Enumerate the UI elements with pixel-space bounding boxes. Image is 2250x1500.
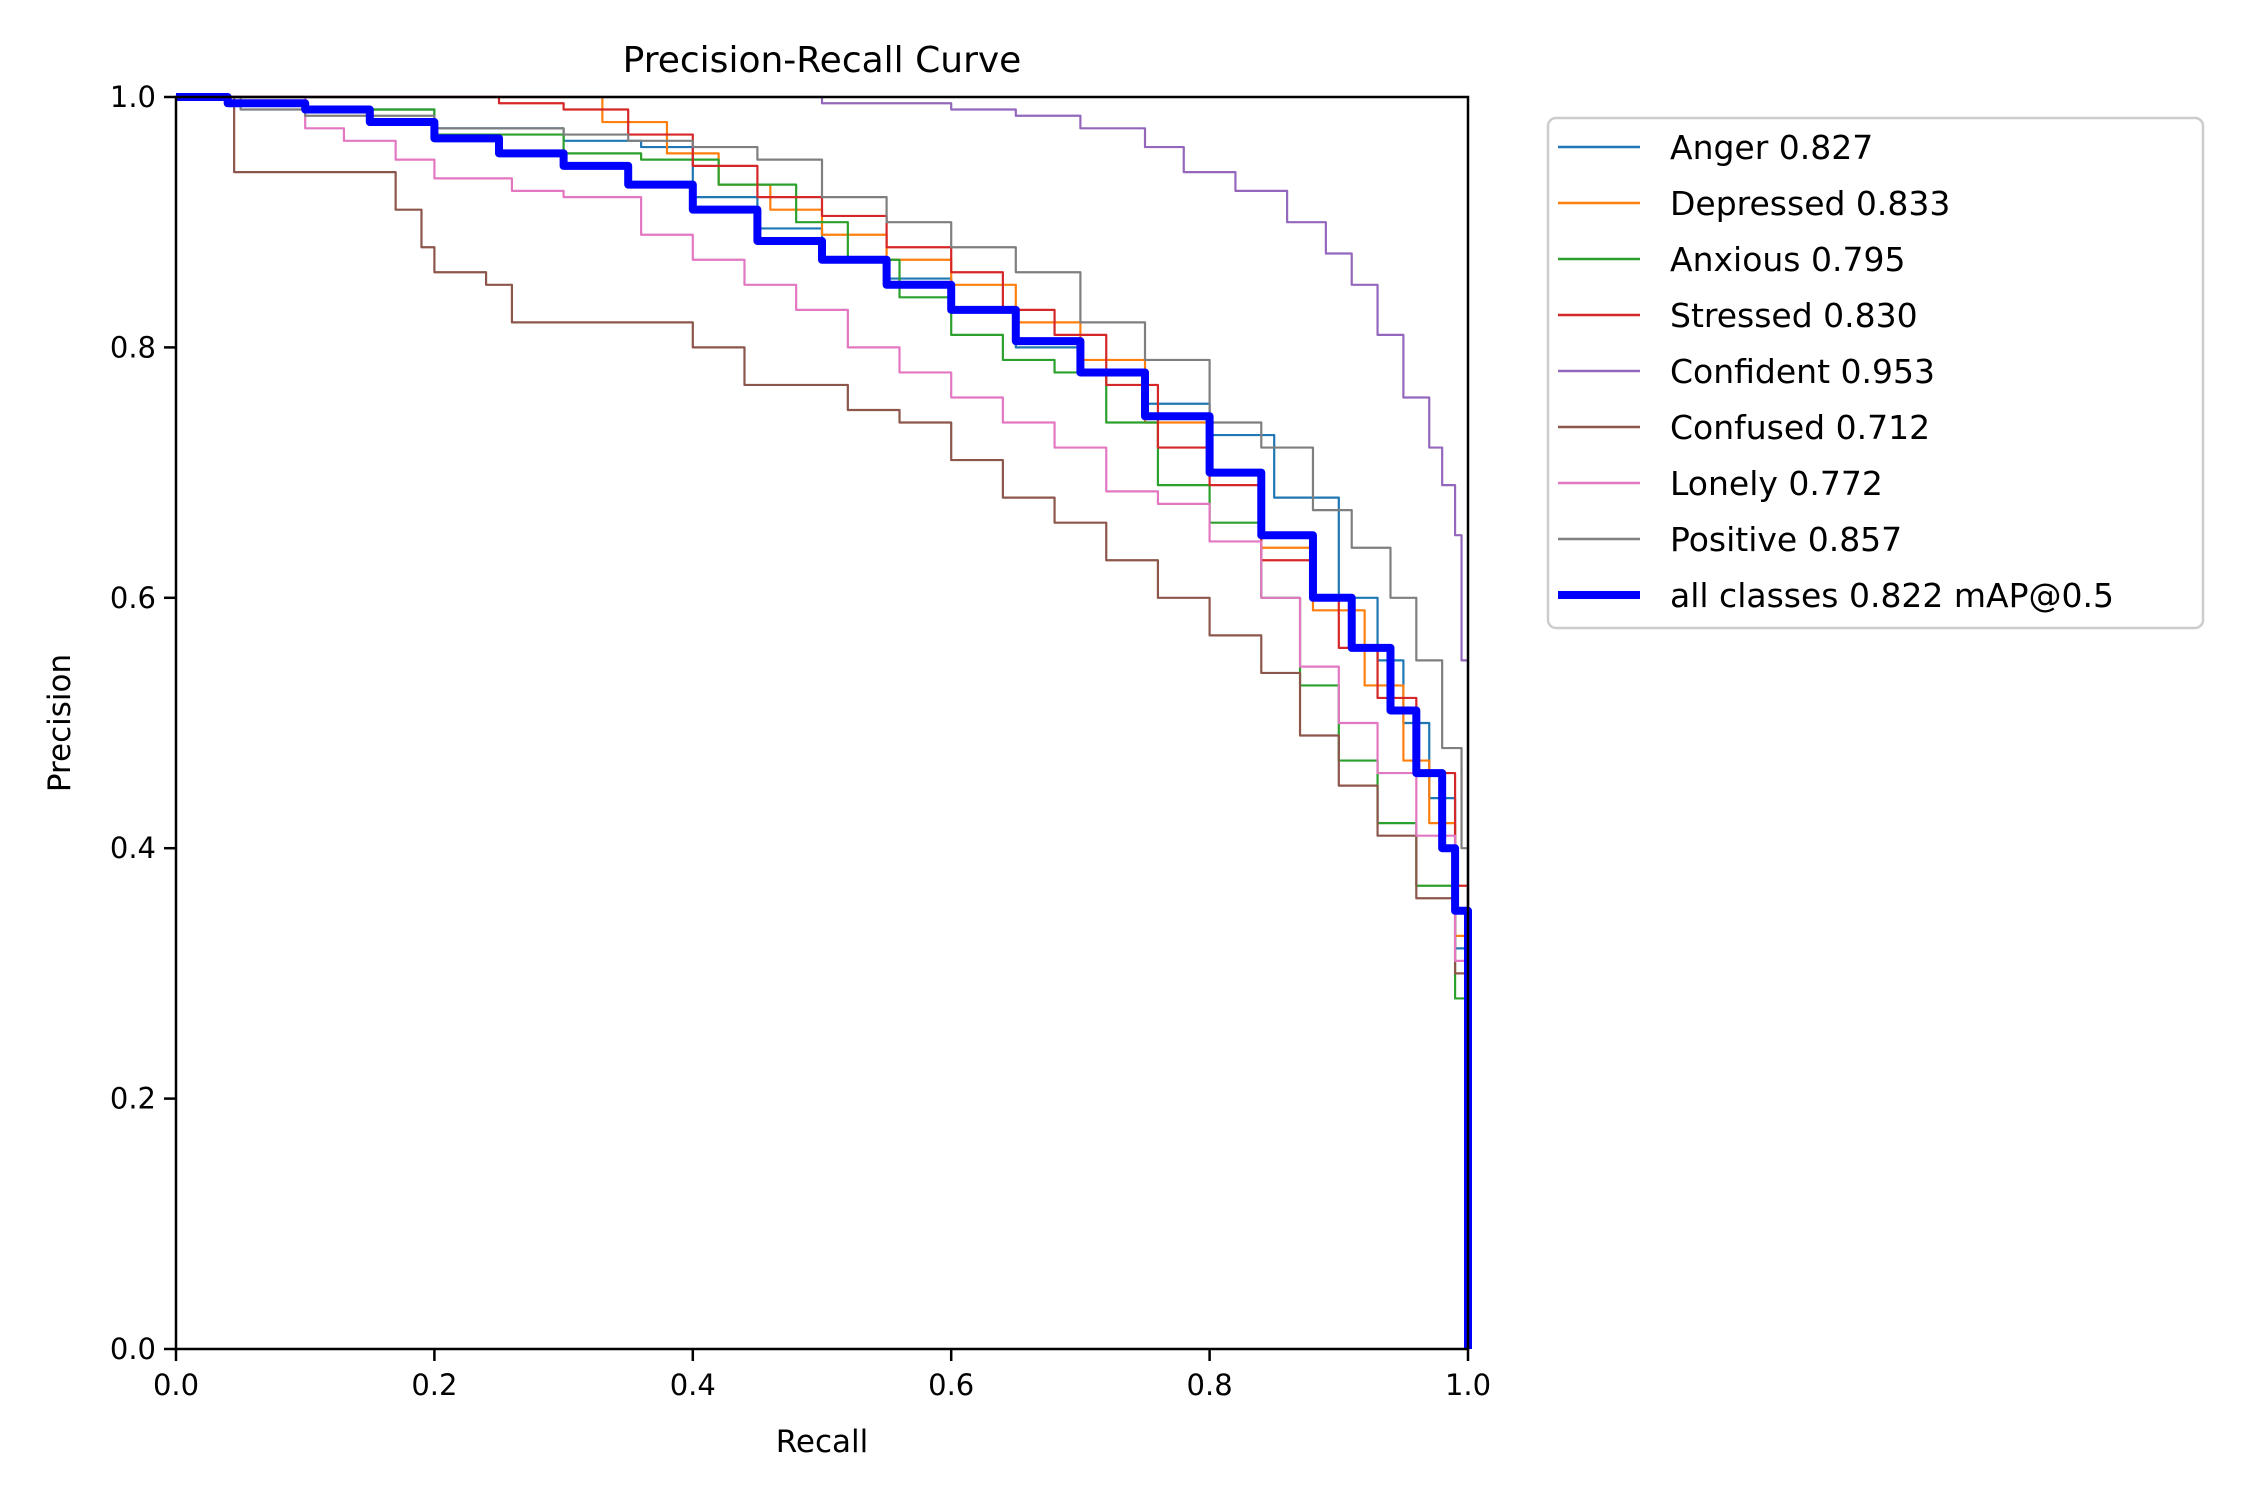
legend-label: Lonely 0.772 — [1670, 464, 1883, 503]
y-tick-label: 0.6 — [110, 581, 156, 615]
legend-label: Depressed 0.833 — [1670, 184, 1950, 223]
legend: Anger 0.827 Depressed 0.833 Anxious 0.795 S… — [1546, 116, 2205, 630]
plot-frame — [174, 95, 1470, 1351]
legend-label: all classes 0.822 mAP@0.5 — [1670, 576, 2114, 615]
series-line-anxious — [176, 95, 1470, 1349]
x-tick-label: 1.0 — [1445, 1368, 1491, 1402]
x-tick-label: 0.0 — [153, 1368, 199, 1402]
y-tick-label: 0.2 — [110, 1082, 156, 1116]
series-line-lonely — [176, 95, 1470, 1349]
legend-label: Confident 0.953 — [1670, 352, 1935, 391]
series-line-depressed — [176, 95, 1470, 1349]
y-tick-label: 0.8 — [110, 330, 156, 364]
y-tick-label: 1.0 — [110, 80, 156, 114]
x-tick-label: 0.8 — [1187, 1368, 1233, 1402]
x-axis-label: Recall — [776, 1424, 869, 1460]
series-line-all-classes — [176, 93, 1472, 1349]
series-line-confused — [176, 95, 1470, 1349]
series-line-anger — [176, 95, 1470, 1349]
series-line-stressed — [176, 95, 1470, 1349]
series-line-positive — [176, 95, 1470, 1349]
y-axis: 0.0 0.2 0.4 0.6 0.8 1.0 — [110, 80, 176, 1366]
legend-frame — [1546, 116, 2205, 630]
legend-label: Anxious 0.795 — [1670, 240, 1905, 279]
plot-area — [176, 93, 1472, 1349]
chart-title: Precision-Recall Curve — [623, 40, 1022, 81]
legend-label: Anger 0.827 — [1670, 128, 1873, 167]
x-tick-label: 0.6 — [928, 1368, 974, 1402]
y-axis-label: Precision — [42, 654, 78, 792]
legend-label: Stressed 0.830 — [1670, 296, 1918, 335]
y-tick-label: 0.0 — [110, 1332, 156, 1366]
y-tick-label: 0.4 — [110, 831, 156, 865]
x-axis: 0.0 0.2 0.4 0.6 0.8 1.0 — [153, 1349, 1491, 1402]
legend-label: Confused 0.712 — [1670, 408, 1930, 447]
series-line-confident — [176, 95, 1470, 1349]
x-tick-label: 0.4 — [670, 1368, 716, 1402]
x-tick-label: 0.2 — [411, 1368, 457, 1402]
legend-label: Positive 0.857 — [1670, 520, 1902, 559]
